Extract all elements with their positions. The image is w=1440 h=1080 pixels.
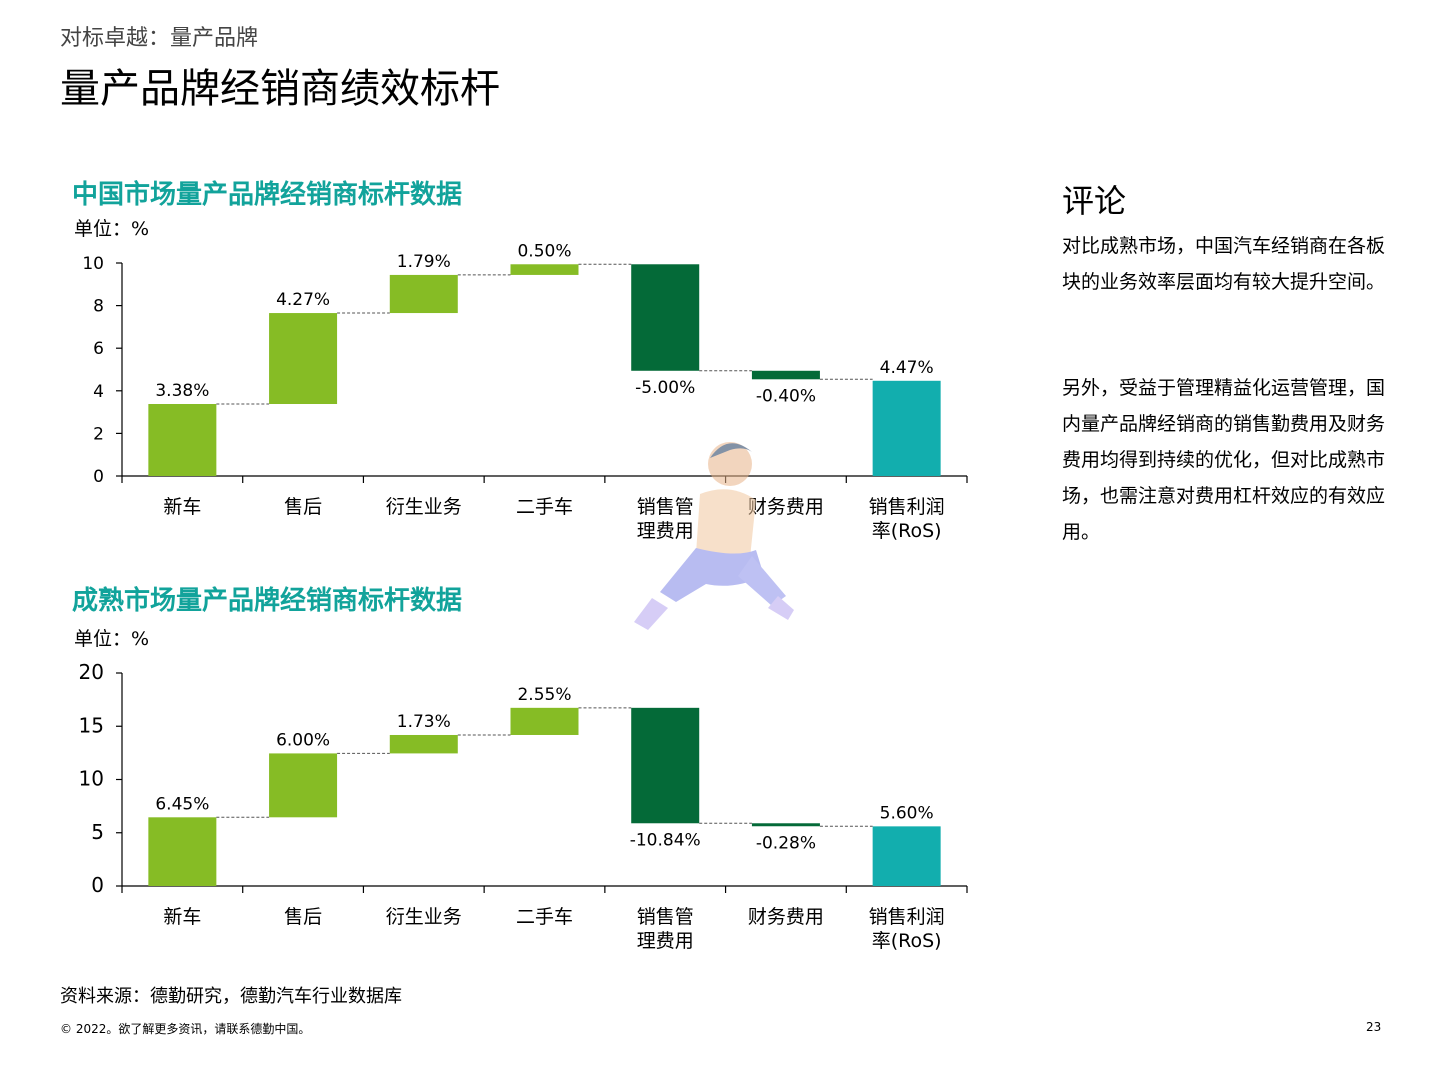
y-tick-label: 15	[79, 713, 104, 737]
data-label: 4.27%	[276, 290, 330, 310]
x-tick-label: 销售管	[637, 906, 694, 928]
x-tick-label: 售后	[284, 906, 322, 928]
y-tick-label: 0	[93, 467, 104, 487]
comment-paragraph-2: 另外，受益于管理精益化运营管理，国内量产品牌经销商的销售勤费用及财务费用均得到持…	[1062, 377, 1386, 543]
bar-1	[148, 817, 217, 886]
x-tick-label: 财务费用	[748, 496, 824, 518]
y-tick-label: 6	[93, 339, 104, 359]
y-tick-label: 5	[91, 820, 104, 844]
y-tick-label: 2	[93, 424, 104, 444]
x-tick-label: 新车	[163, 906, 201, 928]
x-tick-label: 销售利润	[869, 906, 945, 928]
source-note: 资料来源：德勤研究，德勤汽车行业数据库	[60, 986, 402, 1007]
data-label: -0.40%	[756, 386, 816, 406]
x-tick-label: 率(RoS)	[872, 520, 942, 542]
page-number: 23	[1366, 1020, 1382, 1034]
x-tick-label: 率(RoS)	[872, 930, 942, 952]
chart-title-china: 中国市场量产品牌经销商标杆数据	[72, 180, 463, 210]
data-label: -0.28%	[756, 833, 816, 853]
x-tick-label: 财务费用	[748, 906, 824, 928]
data-label: -5.00%	[635, 378, 695, 398]
data-label: 1.73%	[397, 712, 451, 732]
x-tick-label: 二手车	[516, 906, 573, 928]
x-tick-label: 理费用	[637, 520, 694, 542]
data-label: 1.79%	[397, 252, 451, 272]
x-tick-label: 理费用	[637, 930, 694, 952]
data-label: 6.00%	[276, 730, 330, 750]
x-tick-label: 二手车	[516, 496, 573, 518]
bar-1	[148, 404, 217, 476]
data-label: 6.45%	[155, 794, 209, 814]
x-tick-label: 衍生业务	[386, 906, 462, 928]
waterfall-chart-mature: 0 5 10 15 20 6.45% 新车 6.00% 售后 1.73% 衍生业务 2.55% 二手车 -…	[79, 660, 968, 952]
bar-4	[510, 707, 579, 735]
y-tick-label: 10	[79, 767, 104, 791]
x-tick-label: 售后	[284, 496, 322, 518]
waterfall-chart-china: 0 2 4 6 8 10 3.38% 新车 4.27% 售后 1.79% 衍生业务 0.50% 二手车 -5…	[82, 241, 968, 542]
chart-title-mature: 成熟市场量产品牌经销商标杆数据	[72, 586, 463, 616]
bar-7	[872, 380, 941, 476]
runner-illustration	[634, 442, 794, 630]
bar-6	[751, 823, 820, 827]
bar-2	[269, 313, 338, 405]
bar-3	[389, 274, 458, 314]
x-tick-label: 销售管	[637, 496, 694, 518]
y-tick-label: 8	[93, 297, 104, 317]
comment-paragraph-1: 对比成熟市场，中国汽车经销商在各板块的业务效率层面均有较大提升空间。	[1062, 235, 1386, 293]
bar-5	[631, 264, 700, 371]
y-tick-label: 10	[82, 254, 104, 274]
copyright-notice: © 2022。欲了解更多资讯，请联系德勤中国。	[60, 1022, 311, 1036]
bar-5	[631, 707, 700, 824]
data-label: 4.47%	[880, 358, 934, 378]
data-label: 0.50%	[517, 241, 571, 261]
x-tick-label: 衍生业务	[386, 496, 462, 518]
data-label: 3.38%	[155, 381, 209, 401]
bar-7	[872, 826, 941, 886]
data-label: 2.55%	[517, 685, 571, 705]
x-tick-label: 新车	[163, 496, 201, 518]
bar-3	[389, 734, 458, 754]
unit-label-mature: 单位：%	[74, 628, 150, 650]
page-title: 量产品牌经销商绩效标杆	[60, 66, 500, 112]
bar-4	[510, 264, 579, 275]
data-label: -10.84%	[630, 830, 701, 850]
bar-6	[751, 370, 820, 380]
data-label: 5.60%	[880, 803, 934, 823]
y-tick-label: 4	[93, 382, 104, 402]
unit-label-china: 单位：%	[74, 218, 150, 240]
bar-2	[269, 753, 338, 818]
page-subtitle: 对标卓越：量产品牌	[60, 26, 259, 51]
x-tick-label: 销售利润	[869, 496, 945, 518]
y-tick-label: 0	[91, 873, 104, 897]
comment-title: 评论	[1062, 182, 1127, 220]
y-tick-label: 20	[79, 660, 104, 684]
